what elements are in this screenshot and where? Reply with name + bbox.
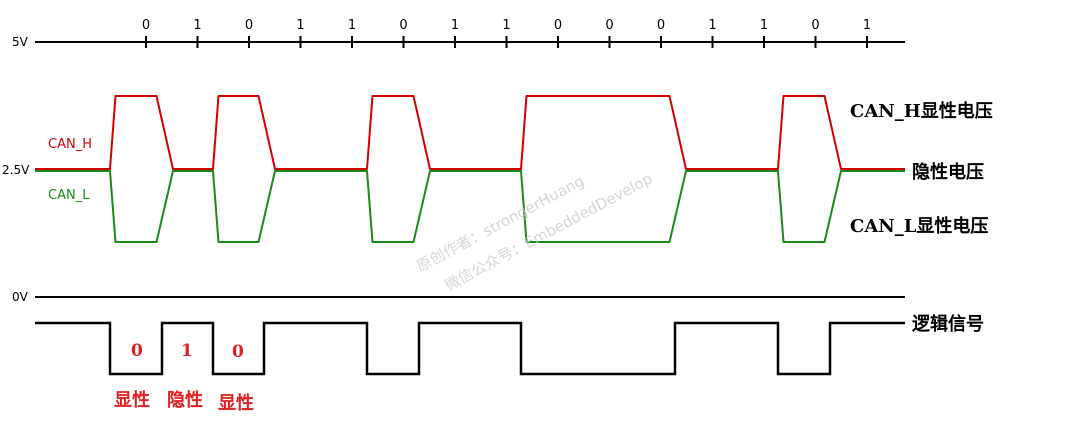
bit-labels: 0 1 0 1 1 0 1 1 0 0 0 1 1 0 1 bbox=[142, 18, 871, 33]
logic-label-dominant-first: 显性 bbox=[114, 389, 150, 411]
bit-label: 1 bbox=[296, 18, 304, 33]
bit-label: 0 bbox=[657, 18, 665, 33]
bit-label: 1 bbox=[348, 18, 356, 33]
bit-label: 0 bbox=[245, 18, 253, 33]
bit-label: 0 bbox=[605, 18, 613, 33]
bit-ticks bbox=[145, 36, 868, 48]
label-2-5v: 2.5V bbox=[2, 163, 30, 177]
label-5v: 5V bbox=[12, 35, 29, 49]
label-0v: 0V bbox=[12, 290, 29, 304]
bit-label: 0 bbox=[811, 18, 819, 33]
logic-digit-0-first: 0 bbox=[131, 341, 143, 361]
logic-label-recessive: 隐性 bbox=[167, 389, 203, 411]
logic-signal-waveform bbox=[35, 321, 905, 376]
watermark: 原创作者：strongerHuang 微信公众号：EmbeddedDevelop bbox=[413, 170, 655, 295]
bit-label: 1 bbox=[193, 18, 201, 33]
bit-label: 1 bbox=[502, 18, 510, 33]
bit-label: 0 bbox=[399, 18, 407, 33]
annotation-logic-signal: 逻辑信号 bbox=[912, 313, 984, 335]
logic-digit-1: 1 bbox=[181, 341, 193, 361]
bit-label: 0 bbox=[142, 18, 150, 33]
annotation-can-h-dominant: CAN_H显性电压 bbox=[850, 100, 993, 122]
bit-label: 1 bbox=[708, 18, 716, 33]
bit-label: 1 bbox=[863, 18, 871, 33]
logic-digit-0-second: 0 bbox=[232, 342, 244, 362]
annotation-can-l-dominant: CAN_L显性电压 bbox=[850, 215, 988, 237]
annotation-recessive: 隐性电压 bbox=[912, 161, 984, 183]
logic-label-dominant-second: 显性 bbox=[218, 392, 254, 414]
can-h-waveform bbox=[35, 95, 905, 170]
can-h-label: CAN_H bbox=[48, 137, 92, 152]
can-l-label: CAN_L bbox=[48, 188, 90, 203]
bit-label: 1 bbox=[451, 18, 459, 33]
bit-label: 1 bbox=[760, 18, 768, 33]
bit-label: 0 bbox=[554, 18, 562, 33]
can-l-waveform bbox=[35, 170, 905, 243]
